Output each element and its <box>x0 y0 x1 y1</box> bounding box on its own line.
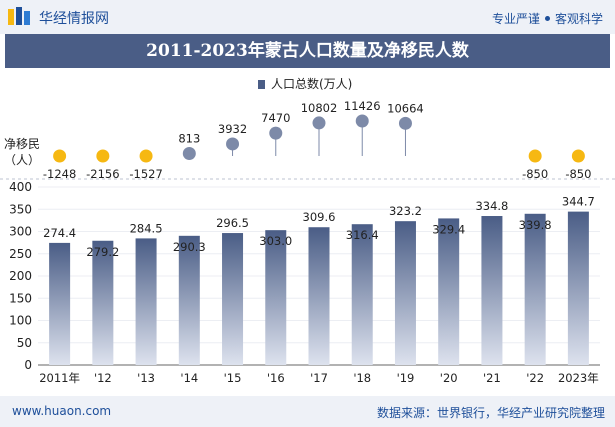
net-migration-marker <box>355 114 369 128</box>
separator-dot-icon <box>544 16 550 21</box>
y-tick-label: 250 <box>9 247 32 261</box>
population-value-label: 344.7 <box>562 195 595 209</box>
brand-name: 华经情报网 <box>39 11 109 27</box>
net-migration-label: -850 <box>565 167 591 181</box>
x-tick-label: '14 <box>180 371 198 385</box>
net-migration-axis-label: （人） <box>4 153 40 167</box>
legend-swatch <box>258 80 265 89</box>
population-value-label: 279.2 <box>86 245 119 259</box>
y-tick-label: 400 <box>9 180 32 194</box>
y-tick-label: 0 <box>24 358 32 372</box>
net-migration-label: 813 <box>178 132 200 146</box>
net-migration-marker <box>571 149 585 163</box>
net-migration-marker <box>182 147 196 161</box>
population-bar <box>567 211 589 365</box>
tagline-right: 客观科学 <box>554 12 603 26</box>
footer-bar: www.huaon.com 数据来源：世界银行，华经产业研究院整理 <box>0 396 615 427</box>
legend-label: 人口总数(万人) <box>271 77 353 91</box>
x-tick-label: 2011年 <box>39 371 80 385</box>
chart-title: 2011-2023年蒙古人口数量及净移民人数 <box>146 41 469 61</box>
net-migration-label: -850 <box>522 167 548 181</box>
x-tick-label: '20 <box>440 371 458 385</box>
x-tick-label: '15 <box>224 371 242 385</box>
x-tick-label: '19 <box>397 371 415 385</box>
net-migration-marker <box>528 149 542 163</box>
population-value-label: 323.2 <box>389 204 422 218</box>
population-bar <box>308 227 330 365</box>
population-value-label: 339.8 <box>519 218 552 232</box>
header-bar: 华经情报网 专业严谨 客观科学 <box>0 0 615 34</box>
population-bar <box>265 230 287 365</box>
population-value-label: 316.4 <box>346 228 379 242</box>
chart-canvas: 0 50 100 150 200 250 300 350 400 2011年 '12 '13 '14 '1… <box>0 99 615 385</box>
population-value-label: 303.0 <box>259 234 292 248</box>
data-source: 数据来源：世界银行，华经产业研究院整理 <box>376 406 605 420</box>
x-tick-label: '13 <box>137 371 155 385</box>
population-value-label: 309.6 <box>303 210 336 224</box>
population-bar <box>481 216 503 365</box>
legend: 人口总数(万人) <box>258 75 352 92</box>
net-migration-marker <box>139 149 153 163</box>
population-bar <box>351 224 373 365</box>
net-migration-label: 7470 <box>261 111 290 125</box>
population-bar <box>135 238 157 365</box>
y-tick-label: 100 <box>9 314 32 328</box>
population-bar <box>222 233 244 365</box>
net-migration-label: 10664 <box>387 101 424 115</box>
x-tick-label: '22 <box>526 371 544 385</box>
tagline: 专业严谨 客观科学 <box>492 10 603 27</box>
net-migration-label: -2156 <box>86 167 119 181</box>
net-migration-label: 11426 <box>344 99 381 113</box>
population-value-label: 334.8 <box>475 199 508 213</box>
y-tick-label: 300 <box>9 225 32 239</box>
website-link[interactable]: www.huaon.com <box>12 404 112 418</box>
population-bar <box>178 235 200 365</box>
population-value-label: 329.4 <box>432 222 465 236</box>
population-value-label: 284.5 <box>130 221 163 235</box>
huajing-logo-icon <box>8 7 30 25</box>
net-migration-marker <box>53 149 67 163</box>
population-bar <box>438 218 460 365</box>
population-bar <box>49 242 71 365</box>
x-tick-label: '12 <box>94 371 112 385</box>
x-tick-label: 2023年 <box>558 371 599 385</box>
y-tick-label: 200 <box>9 269 32 283</box>
population-bar <box>92 240 114 365</box>
net-migration-axis-label: 净移民 <box>4 137 40 151</box>
y-tick-label: 350 <box>9 202 32 216</box>
population-bar <box>394 221 416 365</box>
net-migration-label: 3932 <box>218 122 247 136</box>
net-migration-marker <box>269 126 283 140</box>
x-tick-label: '16 <box>267 371 285 385</box>
net-migration-label: -1527 <box>129 167 162 181</box>
y-tick-label: 50 <box>17 336 32 350</box>
tagline-left: 专业严谨 <box>491 12 540 26</box>
x-tick-label: '17 <box>310 371 328 385</box>
y-tick-label: 150 <box>9 291 32 305</box>
x-tick-label: '21 <box>483 371 501 385</box>
population-value-label: 296.5 <box>216 216 249 230</box>
net-migration-marker <box>96 149 110 163</box>
net-migration-label: -1248 <box>43 167 76 181</box>
x-tick-label: '18 <box>353 371 371 385</box>
population-value-label: 274.4 <box>43 226 76 240</box>
population-value-label: 290.3 <box>173 240 206 254</box>
net-migration-marker <box>226 137 240 151</box>
net-migration-label: 10802 <box>301 101 338 115</box>
net-migration-marker <box>312 116 326 130</box>
population-bar <box>524 213 546 365</box>
net-migration-marker <box>398 116 412 130</box>
title-bar: 2011-2023年蒙古人口数量及净移民人数 <box>5 34 610 68</box>
